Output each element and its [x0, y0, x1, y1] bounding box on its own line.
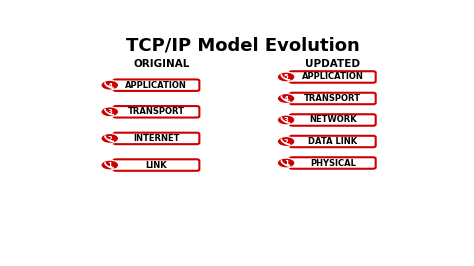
Text: NETWORK: NETWORK	[309, 115, 356, 124]
Circle shape	[277, 94, 295, 103]
Text: APPLICATION: APPLICATION	[126, 81, 187, 90]
Text: PHYSICAL: PHYSICAL	[310, 159, 356, 168]
Text: APPLICATION: APPLICATION	[302, 72, 364, 81]
Text: 5: 5	[284, 74, 289, 80]
Circle shape	[101, 80, 118, 90]
Circle shape	[101, 134, 118, 143]
Text: 2: 2	[108, 136, 112, 142]
FancyBboxPatch shape	[290, 71, 376, 83]
FancyBboxPatch shape	[290, 114, 376, 126]
FancyBboxPatch shape	[290, 157, 376, 169]
Text: ORIGINAL: ORIGINAL	[134, 59, 190, 69]
Text: 3: 3	[283, 117, 289, 123]
Circle shape	[277, 72, 295, 82]
Circle shape	[277, 158, 295, 168]
FancyBboxPatch shape	[290, 93, 376, 104]
FancyBboxPatch shape	[113, 159, 200, 171]
FancyBboxPatch shape	[113, 106, 200, 118]
Circle shape	[101, 107, 118, 117]
Text: 1: 1	[107, 163, 112, 168]
FancyBboxPatch shape	[113, 133, 200, 144]
Text: 1: 1	[283, 160, 289, 167]
Circle shape	[101, 160, 118, 170]
Text: TRANSPORT: TRANSPORT	[304, 94, 361, 103]
Text: UPDATED: UPDATED	[305, 59, 360, 69]
Text: 3: 3	[107, 109, 112, 115]
Circle shape	[277, 136, 295, 146]
Text: TCP/IP Model Evolution: TCP/IP Model Evolution	[126, 36, 360, 54]
FancyBboxPatch shape	[290, 136, 376, 147]
Text: 2: 2	[284, 139, 289, 145]
Text: LINK: LINK	[146, 161, 167, 169]
Text: INTERNET: INTERNET	[133, 134, 180, 143]
Text: TRANSPORT: TRANSPORT	[128, 107, 185, 116]
FancyBboxPatch shape	[113, 80, 200, 91]
Text: 4: 4	[283, 96, 289, 102]
Circle shape	[277, 115, 295, 125]
Text: 4: 4	[107, 82, 112, 89]
Text: DATA LINK: DATA LINK	[308, 137, 357, 146]
